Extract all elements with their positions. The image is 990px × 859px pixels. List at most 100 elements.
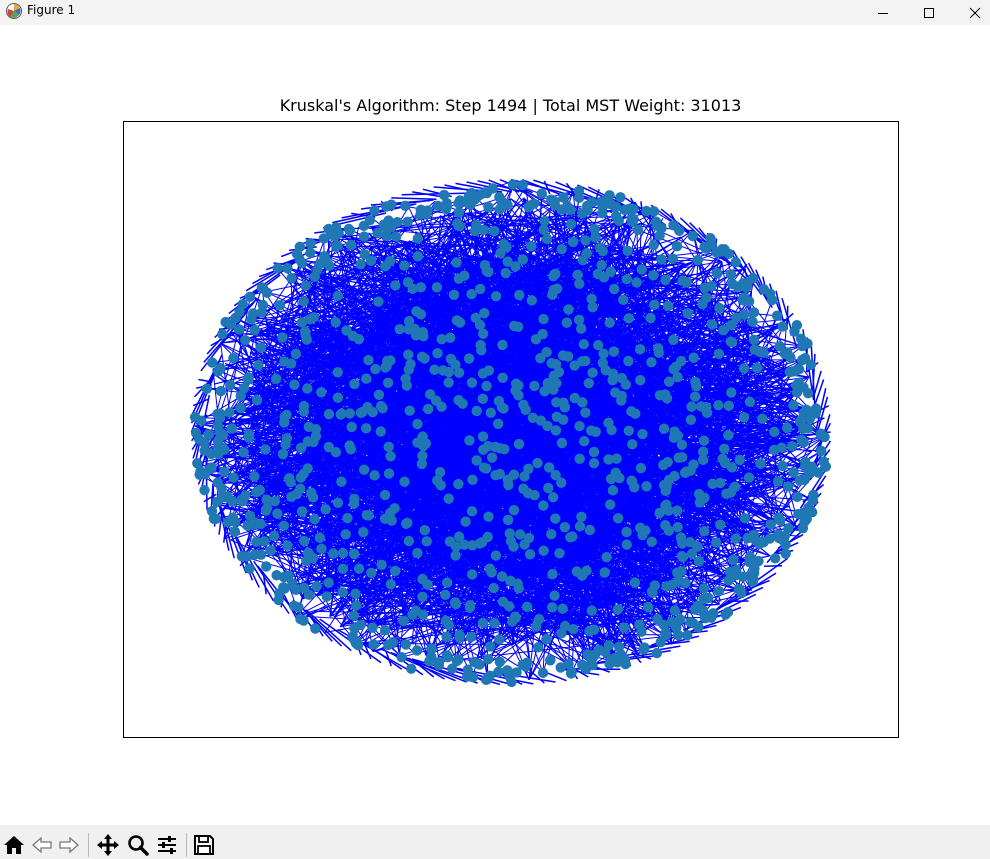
graph-node (226, 423, 237, 434)
graph-node (453, 207, 465, 218)
graph-node (668, 334, 679, 346)
graph-edge (657, 275, 775, 451)
graph-node (734, 454, 745, 466)
graph-node (463, 353, 475, 364)
graph-node (636, 626, 647, 637)
graph-node (373, 389, 385, 400)
graph-node (385, 355, 396, 366)
graph-node (621, 526, 632, 538)
graph-node (565, 204, 576, 216)
zoom-button[interactable] (126, 833, 150, 857)
graph-node (330, 447, 342, 458)
pan-button[interactable] (96, 833, 120, 857)
graph-edge (688, 367, 758, 432)
graph-node (320, 254, 332, 266)
graph-node (448, 289, 460, 301)
graph-edge (624, 539, 720, 574)
graph-node (464, 602, 476, 613)
save-button[interactable] (192, 833, 216, 857)
graph-node (816, 445, 827, 457)
graph-edge (253, 560, 290, 615)
close-button[interactable] (952, 0, 990, 25)
graph-node (359, 249, 370, 260)
graph-node (411, 306, 422, 317)
graph-node (676, 439, 688, 450)
graph-node (490, 291, 502, 302)
graph-node (815, 429, 827, 440)
graph-node (502, 514, 514, 526)
graph-node (604, 499, 616, 510)
graph-edge (544, 220, 822, 438)
navigation-toolbar (0, 825, 990, 859)
plot-axes[interactable] (123, 121, 899, 738)
graph-node (526, 240, 537, 252)
graph-node (299, 326, 311, 337)
minimize-button[interactable] (860, 0, 906, 25)
graph-node (567, 236, 579, 248)
graph-node (358, 231, 370, 242)
graph-node (781, 422, 793, 433)
graph-node (586, 605, 598, 616)
graph-node (755, 346, 766, 358)
graph-node (672, 371, 683, 383)
graph-node (201, 383, 213, 394)
graph-node (407, 283, 418, 294)
graph-node (610, 201, 622, 213)
graph-node (556, 243, 567, 255)
graph-node (662, 300, 674, 312)
graph-node (567, 531, 578, 542)
configure-subplots-button[interactable] (155, 833, 179, 857)
graph-node (485, 407, 496, 418)
graph-node (409, 323, 420, 335)
graph-node (412, 547, 423, 559)
graph-node (482, 531, 493, 543)
graph-node (459, 539, 470, 550)
graph-node (587, 367, 598, 378)
graph-node (568, 624, 579, 635)
graph-node (556, 628, 567, 639)
maximize-button[interactable] (906, 0, 952, 25)
graph-node (512, 321, 524, 332)
graph-node (287, 578, 298, 589)
graph-edge (420, 209, 595, 230)
graph-node (316, 543, 327, 555)
graph-node (667, 253, 679, 264)
matplotlib-app-icon (6, 3, 22, 19)
graph-node (588, 446, 600, 458)
graph-node (419, 353, 430, 364)
graph-node (332, 290, 344, 301)
graph-node (631, 277, 642, 288)
graph-node (335, 409, 346, 420)
graph-node (498, 403, 509, 414)
graph-node (384, 255, 396, 267)
graph-node (483, 266, 494, 278)
graph-node (212, 436, 224, 447)
graph-node (808, 489, 819, 501)
graph-edge (812, 370, 822, 399)
graph-node (725, 269, 737, 280)
graph-node (349, 623, 360, 634)
graph-node (706, 280, 717, 292)
graph-edge (477, 180, 526, 193)
graph-node (634, 344, 646, 355)
graph-edge (381, 549, 583, 566)
graph-node (604, 190, 615, 201)
graph-node (203, 429, 215, 440)
graph-node (711, 537, 722, 548)
graph-node (580, 407, 591, 418)
graph-node (598, 348, 609, 359)
graph-node (621, 539, 632, 550)
graph-node (410, 605, 422, 616)
graph-node (599, 567, 610, 578)
graph-node (604, 317, 615, 328)
back-button[interactable] (30, 833, 54, 857)
graph-node (637, 428, 648, 440)
graph-node (337, 548, 349, 559)
graph-node (701, 402, 712, 413)
graph-node (381, 230, 393, 242)
home-button[interactable] (2, 833, 26, 857)
graph-node (685, 616, 696, 628)
graph-node (769, 426, 780, 438)
forward-button[interactable] (57, 833, 81, 857)
graph-node (323, 409, 335, 420)
